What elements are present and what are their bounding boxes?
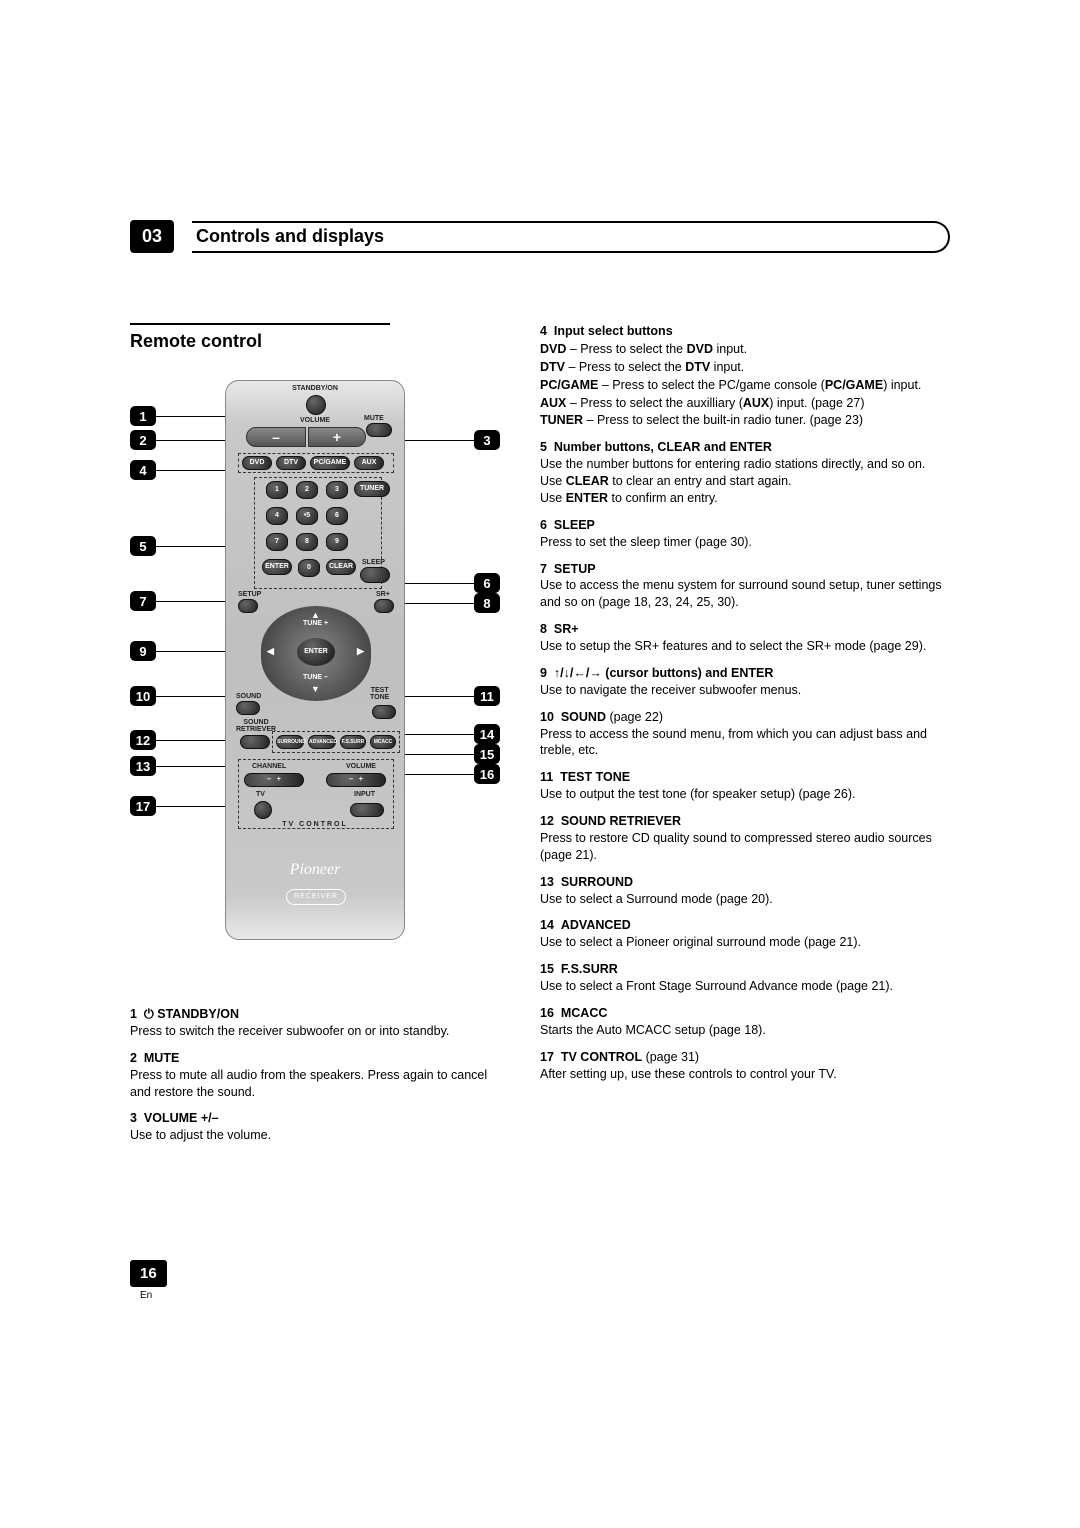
item-16: 16 MCACCStarts the Auto MCACC setup (pag… (540, 1005, 950, 1039)
btn-standby (306, 395, 326, 415)
brand: Pioneer (226, 861, 404, 879)
section-rule (130, 323, 390, 325)
item-13: 13 SURROUNDUse to select a Surround mode… (540, 874, 950, 908)
callout-14: 14 (405, 724, 500, 744)
item-3: 3 VOLUME +/–Use to adjust the volume. (130, 1110, 500, 1144)
callout-12: 12 (130, 730, 225, 750)
item-7: 7 SETUPUse to access the menu system for… (540, 561, 950, 612)
chapter-title: Controls and displays (192, 226, 384, 247)
item-5: 5 Number buttons, CLEAR and ENTERUse the… (540, 439, 950, 507)
callout-1: 1 (130, 406, 225, 426)
label-standby: STANDBY/ON (226, 385, 404, 392)
chapter-bar: 03 Controls and displays (130, 220, 950, 253)
item-12: 12 SOUND RETRIEVERPress to restore CD qu… (540, 813, 950, 864)
callout-2: 2 (130, 430, 225, 450)
page-lang: En (140, 1290, 152, 1301)
callout-11: 11 (405, 686, 500, 706)
receiver-pill: RECEIVER (286, 889, 346, 905)
item-11: 11 TEST TONEUse to output the test tone … (540, 769, 950, 803)
item-10: 10 SOUND (page 22)Press to access the so… (540, 709, 950, 760)
btn-sretr (240, 735, 270, 749)
item-15: 15 F.S.SURRUse to select a Front Stage S… (540, 961, 950, 995)
callout-17: 17 (130, 796, 225, 816)
item-17: 17 TV CONTROL (page 31)After setting up,… (540, 1049, 950, 1083)
item-6: 6 SLEEPPress to set the sleep timer (pag… (540, 517, 950, 551)
item-14: 14 ADVANCEDUse to select a Pioneer origi… (540, 917, 950, 951)
item-2: 2 MUTEPress to mute all audio from the s… (130, 1050, 500, 1101)
chapter-title-wrap: Controls and displays (192, 221, 950, 253)
label-volume: VOLUME (226, 417, 404, 424)
callout-15: 15 (405, 744, 500, 764)
btn-tv (254, 801, 272, 819)
btn-vol-minus: – (246, 427, 306, 447)
btn-sound (236, 701, 260, 715)
callout-6: 6 (405, 573, 500, 593)
btn-testtone (372, 705, 396, 719)
callout-13: 13 (130, 756, 225, 776)
page-number: 16 (130, 1260, 167, 1287)
item-9: 9 ↑/↓/←/→ (cursor buttons) and ENTERUse … (540, 665, 950, 699)
callout-16: 16 (405, 764, 500, 784)
callout-3: 3 (405, 430, 500, 450)
btn-setup (238, 599, 258, 613)
item-1: 1 ⏻ STANDBY/ONPress to switch the receiv… (130, 1006, 500, 1040)
callout-10: 10 (130, 686, 225, 706)
chapter-number: 03 (130, 220, 174, 253)
btn-mute (366, 423, 392, 437)
callout-7: 7 (130, 591, 225, 611)
btn-vol-plus: + (308, 427, 366, 447)
btn-sr (374, 599, 394, 613)
callout-9: 9 (130, 641, 225, 661)
btn-sleep (360, 567, 390, 583)
callout-4: 4 (130, 460, 225, 480)
section-title: Remote control (130, 331, 500, 352)
remote-body: STANDBY/ON MUTE VOLUME – + DVD DTV PC/GA… (225, 380, 405, 940)
callout-5: 5 (130, 536, 225, 556)
item-4: 4 Input select buttonsDVD – Press to sel… (540, 323, 950, 429)
item-8: 8 SR+Use to setup the SR+ features and t… (540, 621, 950, 655)
dpad: ▲ TUNE + ▼ TUNE – ◀ ▶ ENTER (261, 606, 371, 701)
remote-diagram: 12457910121317 36811141516 STANDBY/ON MU… (130, 366, 500, 986)
btn-input (350, 803, 384, 817)
callout-8: 8 (405, 593, 500, 613)
